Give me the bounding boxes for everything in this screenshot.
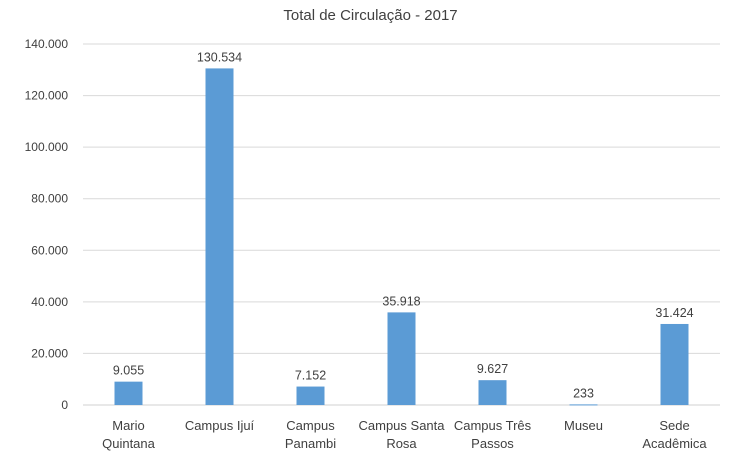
y-tick-label: 80.000 — [31, 192, 68, 206]
data-label: 130.534 — [197, 50, 242, 64]
bar — [660, 323, 689, 405]
data-label: 7.152 — [295, 369, 326, 383]
y-tick-label: 120.000 — [25, 89, 69, 103]
bar — [114, 381, 143, 405]
data-label: 9.627 — [477, 362, 508, 376]
bar — [478, 380, 507, 405]
chart-title: Total de Circulação - 2017 — [283, 7, 458, 24]
y-tick-label: 0 — [61, 398, 68, 412]
x-tick-label: Campus Ijuí — [184, 418, 255, 433]
y-tick-label: 40.000 — [31, 295, 68, 309]
bar — [387, 312, 416, 405]
x-tick-label: Campus Santa Rosa — [358, 418, 445, 451]
bar — [569, 404, 598, 406]
data-label: 9.055 — [113, 364, 144, 378]
y-tick-label: 100.000 — [25, 140, 69, 154]
x-tick-label: Campus Três Passos — [453, 418, 532, 451]
bar — [296, 386, 325, 405]
data-label: 31.424 — [655, 306, 693, 320]
x-tick-label: Museu — [563, 418, 604, 433]
y-tick-label: 60.000 — [31, 243, 68, 257]
data-label: 233 — [573, 386, 594, 400]
x-tick-label: Mario Quintana — [102, 418, 155, 451]
x-tick-label: Campus Panambi — [284, 418, 337, 451]
x-tick-label: Sede Acadêmica — [642, 418, 707, 451]
y-tick-label: 140.000 — [25, 37, 69, 51]
y-tick-label: 20.000 — [31, 346, 68, 360]
data-label: 35.918 — [382, 294, 420, 308]
bar — [205, 68, 234, 406]
